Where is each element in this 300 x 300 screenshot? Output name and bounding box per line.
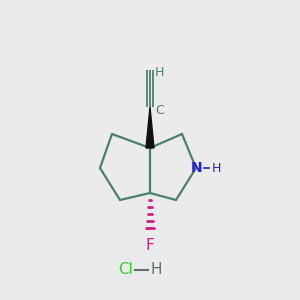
Text: Cl: Cl bbox=[118, 262, 133, 278]
Text: H: H bbox=[212, 161, 221, 175]
Text: N: N bbox=[191, 161, 203, 175]
Text: C: C bbox=[155, 103, 164, 116]
Text: H: H bbox=[150, 262, 161, 278]
Text: H: H bbox=[155, 67, 164, 80]
Text: F: F bbox=[146, 238, 154, 253]
Polygon shape bbox=[146, 107, 154, 148]
